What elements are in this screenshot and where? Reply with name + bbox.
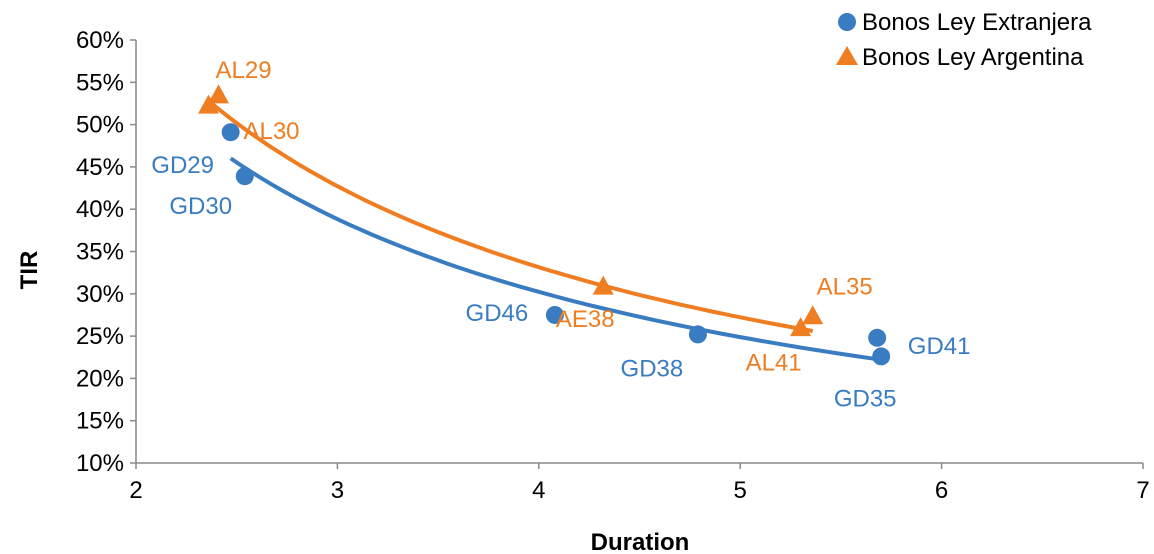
legend: Bonos Ley Extranjera Bonos Ley Argentina [836,9,1092,71]
data-points [198,84,891,366]
legend-label-extranjera: Bonos Ley Extranjera [862,9,1092,36]
x-tick-label: 7 [1136,477,1149,504]
y-tick-label: 45% [76,154,124,181]
marker-gd30 [235,167,254,186]
x-axis-title: Duration [591,529,690,554]
marker-al29 [208,84,230,104]
y-tick-label: 25% [76,323,124,350]
marker-gd46 [545,305,564,324]
point-label-gd38: GD38 [621,355,684,382]
point-label-al29: AL29 [216,57,272,84]
marker-ae38 [592,275,614,295]
point-label-gd35: GD35 [834,385,897,412]
y-tick-label: 40% [76,196,124,223]
axes [135,40,1143,464]
marker-gd29 [221,123,240,142]
y-tick-label: 15% [76,408,124,435]
point-label-gd41: GD41 [908,333,971,360]
point-label-gd29: GD29 [151,152,214,179]
legend-label-argentina: Bonos Ley Argentina [862,44,1084,71]
point-label-al35: AL35 [817,274,873,301]
marker-al41 [790,317,812,337]
tick-labels: 2 3 4 5 6 7 10% 15% 20% 25% 30% 35% 40% 45% 50% 55% 60% [76,27,1150,504]
y-tick-label: 50% [76,112,124,139]
point-label-al41: AL41 [746,349,802,376]
trendline-argentina [207,99,814,333]
point-label-gd46: GD46 [466,300,529,327]
x-tick-label: 4 [532,477,545,504]
x-tick-label: 2 [129,477,142,504]
marker-gd41 [868,328,887,347]
y-axis-title: TIR [16,251,43,290]
y-tick-label: 20% [76,365,124,392]
marker-gd35 [872,347,891,366]
legend-marker-argentina [836,46,858,65]
point-label-al30: AL30 [243,118,299,145]
y-tick-label: 60% [76,27,124,54]
point-label-ae38: AE38 [556,306,615,333]
x-tick-label: 3 [331,477,344,504]
y-tick-label: 55% [76,69,124,96]
y-tick-label: 10% [76,450,124,477]
y-tick-label: 30% [76,281,124,308]
legend-marker-extranjera [838,13,856,31]
y-tick-label: 35% [76,239,124,266]
marker-al30 [198,94,220,114]
marker-gd38 [688,325,707,344]
point-labels: GD29 GD30 GD46 GD38 GD41 GD35 AL30 AL29 AE38 AL41… [151,57,970,413]
trendlines [207,99,882,362]
x-tick-label: 5 [734,477,747,504]
x-tick-label: 6 [935,477,948,504]
marker-al35 [802,305,824,325]
point-label-gd30: GD30 [169,193,232,220]
trendline-extranjera [229,156,882,362]
